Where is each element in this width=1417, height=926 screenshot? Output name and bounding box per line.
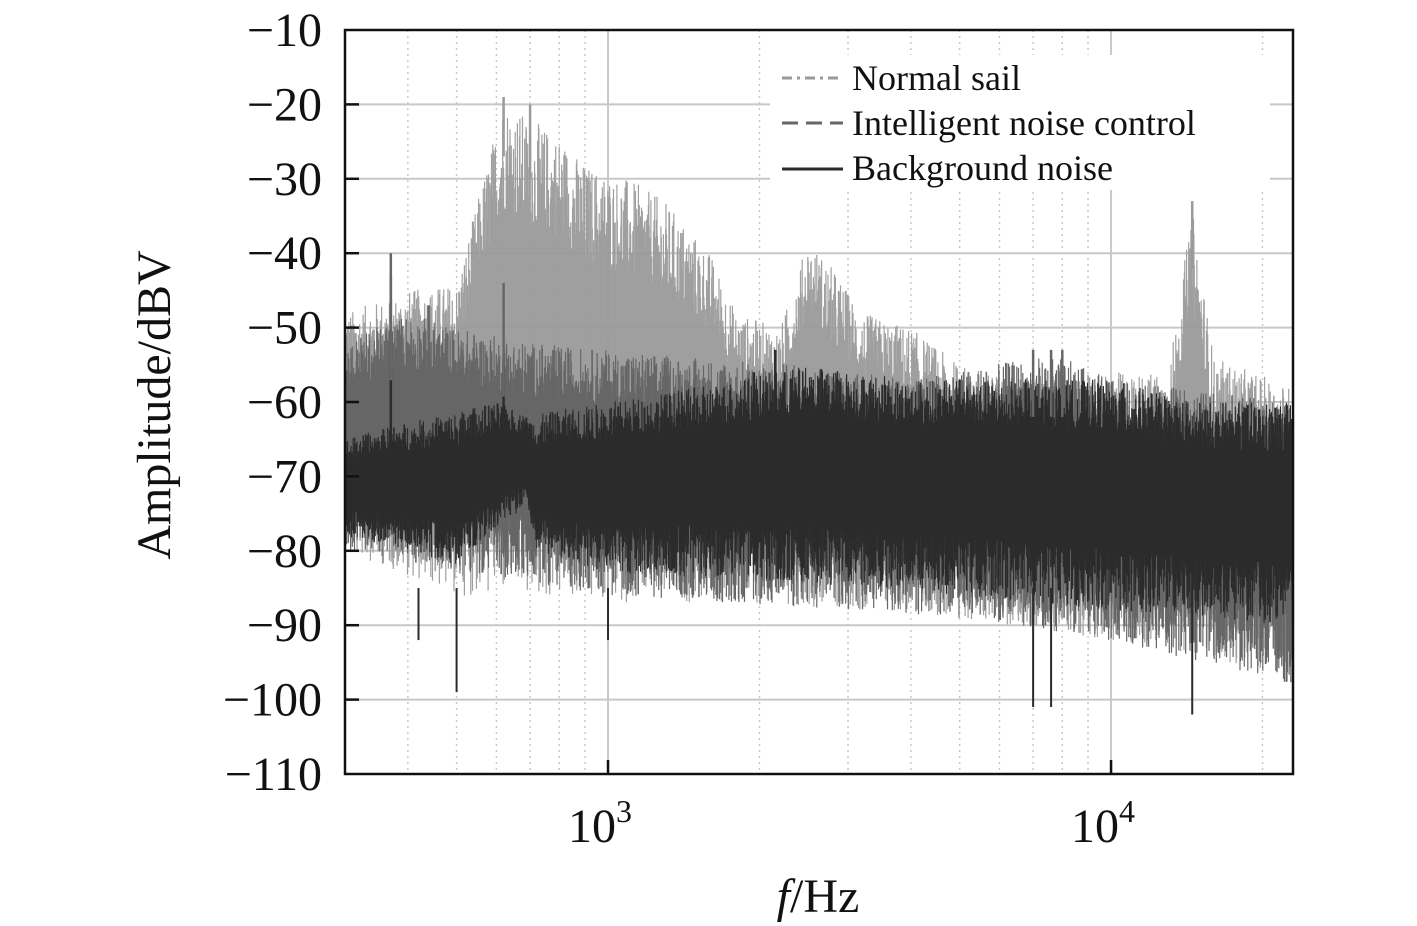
- x-tick-label: 104: [1071, 793, 1135, 853]
- legend-label-normal-sail: Normal sail: [852, 58, 1021, 98]
- x-tick-label-exponent: 3: [616, 793, 632, 829]
- y-tick-label: −40: [247, 227, 322, 280]
- y-tick-labels: −10 −20 −30 −40 −50 −60 −70 −80 −90 −100 −110: [223, 4, 322, 801]
- data-layer: [344, 96, 1294, 715]
- legend: Normal sail Intelligent noise control Ba…: [770, 55, 1270, 190]
- y-tick-label: −30: [247, 153, 322, 206]
- y-tick-label: −80: [247, 525, 322, 578]
- y-tick-label: −10: [247, 4, 322, 57]
- y-tick-label: −70: [247, 450, 322, 503]
- x-axis-label: f/Hz: [777, 870, 860, 923]
- x-tick-label-exponent: 4: [1119, 793, 1135, 829]
- x-tick-labels: 103 104: [568, 793, 1135, 853]
- y-tick-label: −110: [225, 748, 322, 801]
- y-tick-label: −50: [247, 302, 322, 355]
- legend-background: [770, 55, 1270, 190]
- y-tick-label: −60: [247, 376, 322, 429]
- tick-layer: [345, 103, 1113, 774]
- y-tick-label: −100: [223, 674, 322, 727]
- x-tick-label-base: 10: [568, 800, 616, 853]
- x-axis-label-unit: /Hz: [790, 870, 859, 923]
- x-tick-label: 103: [568, 793, 632, 853]
- y-tick-label: −90: [247, 599, 322, 652]
- y-tick-label: −20: [247, 78, 322, 131]
- x-tick-label-base: 10: [1071, 800, 1119, 853]
- y-axis-label: Amplitude/dBV: [128, 250, 181, 560]
- legend-label-background-noise: Background noise: [852, 148, 1113, 188]
- legend-label-intelligent-noise-control: Intelligent noise control: [852, 103, 1196, 143]
